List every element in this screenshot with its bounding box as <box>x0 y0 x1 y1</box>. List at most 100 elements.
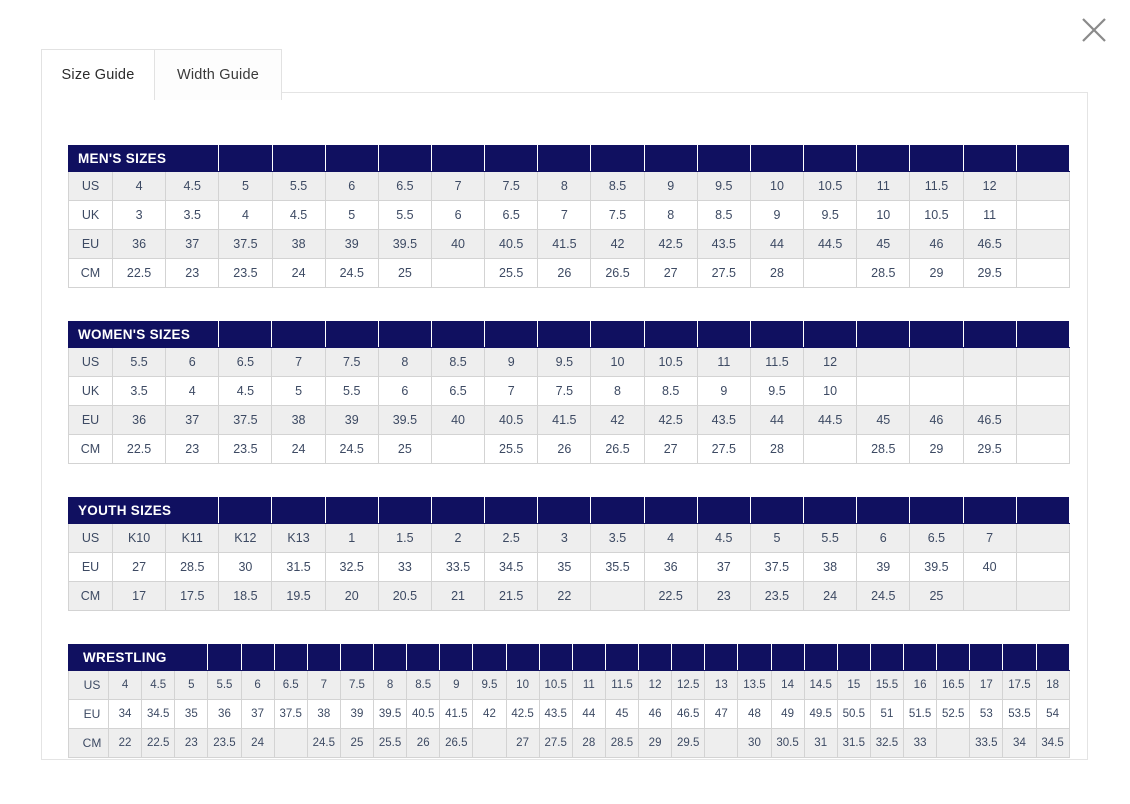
size-cell: 35 <box>537 552 592 582</box>
band-cell <box>430 321 486 348</box>
table-row: US K10 K11 K12 K13 1 1.5 2 2.5 3 3.5 4 4.5 5 5.5 6 6.5 7 <box>68 523 1070 553</box>
row-label-us: US <box>68 171 113 201</box>
size-cell: 4 <box>218 200 273 230</box>
size-cell: 5 <box>218 171 273 201</box>
size-cell: 9.5 <box>696 171 751 201</box>
size-cell: 33.5 <box>969 728 1004 758</box>
size-cell: 35.5 <box>590 552 645 582</box>
size-cell <box>1015 200 1070 230</box>
band-cell <box>273 644 308 671</box>
band-cell <box>803 321 858 348</box>
table-row: CM 22.5 23 23.5 24 24.5 25 25.5 26 26.5 27 27.5 28 28… <box>68 434 1070 464</box>
size-cell: 35 <box>174 699 209 729</box>
size-cell: 30 <box>218 552 273 582</box>
size-cell: 32.5 <box>324 552 379 582</box>
band-cell <box>505 644 540 671</box>
size-cell: 10 <box>590 347 645 377</box>
size-cell: 17.5 <box>1002 670 1037 700</box>
size-cell: 26.5 <box>439 728 474 758</box>
size-cell: 53 <box>969 699 1004 729</box>
size-cell: 51 <box>869 699 905 729</box>
band-cell <box>218 145 273 172</box>
size-cell: 12.5 <box>671 670 706 700</box>
size-cell: 17 <box>969 670 1004 700</box>
size-cell: 10 <box>505 670 540 700</box>
size-cell: 44 <box>749 405 805 435</box>
size-cell: 11 <box>696 347 751 377</box>
tab-size-guide[interactable]: Size Guide <box>41 49 155 100</box>
band-cell <box>696 321 751 348</box>
table-row: EU 36 37 37.5 38 39 39.5 40 40.5 41.5 42 42.5 43.5 44… <box>68 405 1070 435</box>
size-cell: 24.5 <box>324 258 379 288</box>
size-cell: 37.5 <box>218 405 273 435</box>
size-cell: 28 <box>749 258 805 288</box>
band-cell <box>306 644 341 671</box>
tab-width-guide[interactable]: Width Guide <box>154 49 282 100</box>
size-cell: 6 <box>377 376 432 406</box>
size-cell: 23 <box>165 258 220 288</box>
size-cell: 5.5 <box>271 171 326 201</box>
band-cell <box>643 145 698 172</box>
size-cell: 34 <box>107 699 143 729</box>
size-cell: 24 <box>803 581 858 611</box>
size-cell: 25 <box>377 434 432 464</box>
size-cell <box>856 347 911 377</box>
size-cell: 8 <box>537 171 592 201</box>
band-cell <box>836 644 871 671</box>
size-cell: 23.5 <box>218 434 273 464</box>
size-cell: 47 <box>704 699 739 729</box>
size-cell: 18.5 <box>218 581 273 611</box>
size-cell <box>1015 434 1070 464</box>
size-cell: 42.5 <box>505 699 540 729</box>
size-cell: 44 <box>749 229 805 259</box>
table-row: CM 22.5 23 23.5 24 24.5 25 25.5 26 26.5 27 27.5 28 28… <box>68 258 1070 288</box>
band-cell <box>770 644 805 671</box>
band-cell <box>962 321 1017 348</box>
size-cell: 24.5 <box>856 581 911 611</box>
size-cell: 7 <box>537 200 592 230</box>
size-cell: 23 <box>165 434 220 464</box>
size-cell: 46.5 <box>671 699 706 729</box>
band-cell <box>643 321 698 348</box>
size-cell: 27 <box>643 434 698 464</box>
size-cell <box>962 376 1017 406</box>
table-band-wrestling: WRESTLING <box>67 644 1070 671</box>
row-label-uk: UK <box>68 376 113 406</box>
table-title-mens: MEN'S SIZES <box>67 145 220 172</box>
size-cell: 22 <box>537 581 592 611</box>
size-cell: 7 <box>430 171 486 201</box>
band-cell <box>271 145 326 172</box>
size-cell: 41.5 <box>537 405 592 435</box>
size-cell: 26.5 <box>590 258 645 288</box>
size-cell: 17 <box>111 581 167 611</box>
size-cell: 43.5 <box>538 699 573 729</box>
size-cell: 3.5 <box>590 523 645 553</box>
tab-size-guide-label: Size Guide <box>61 67 135 83</box>
size-cell: 46 <box>909 405 964 435</box>
size-cell: K10 <box>111 523 167 553</box>
row-label-cm: CM <box>68 581 113 611</box>
close-icon[interactable] <box>1074 10 1114 50</box>
size-cell: 40.5 <box>484 405 539 435</box>
band-cell <box>537 321 592 348</box>
size-cell: 48 <box>737 699 772 729</box>
band-cell <box>696 145 751 172</box>
size-cell <box>962 347 1017 377</box>
band-cell <box>484 321 539 348</box>
size-cell: 41.5 <box>439 699 474 729</box>
size-cell: 45 <box>604 699 640 729</box>
size-cell: 7.5 <box>590 200 645 230</box>
band-cell <box>537 497 592 524</box>
size-cell: 10 <box>749 171 805 201</box>
size-cell: 25 <box>909 581 964 611</box>
band-cell <box>373 644 408 671</box>
size-cell: K11 <box>165 523 220 553</box>
size-cell: 8.5 <box>590 171 645 201</box>
size-cell: 39 <box>339 699 375 729</box>
size-cell: 32.5 <box>869 728 905 758</box>
size-cell <box>909 347 964 377</box>
band-cell <box>538 644 573 671</box>
size-cell: 37 <box>165 405 220 435</box>
size-cell: 25 <box>339 728 375 758</box>
size-cell: 10.5 <box>909 200 964 230</box>
